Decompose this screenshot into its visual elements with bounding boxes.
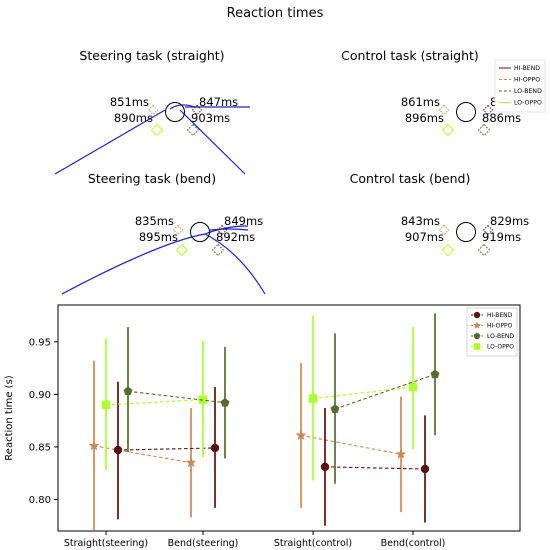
- rt-label-hi-oppo: 851ms: [110, 95, 149, 109]
- road-edge: [209, 228, 249, 231]
- lo-oppo-diamond: [441, 123, 455, 137]
- x-tick-label: Straight(control): [274, 538, 352, 549]
- rt-label-lo-oppo: 907ms: [405, 230, 444, 244]
- diagram-legend-label: HI-BEND: [514, 65, 540, 72]
- x-tick-label: Straight(steering): [64, 538, 148, 549]
- y-tick-label: 0.85: [29, 442, 51, 453]
- series-connector: [127, 390, 226, 404]
- data-point: [220, 398, 230, 407]
- chart-legend: HI-BEND HI-OPPO LO-BEND LO-OPPO: [466, 307, 518, 357]
- reaction-time-chart: 0.80 0.85 0.90 0.95 Straight(steering) Bend(…: [4, 304, 521, 549]
- series-connector: [324, 466, 426, 470]
- data-point: [123, 386, 133, 396]
- panel-title: Control task (straight): [341, 48, 479, 63]
- rt-label-hi-oppo: 843ms: [401, 214, 440, 228]
- rt-label-lo-bend: 919ms: [482, 230, 521, 244]
- road-edge: [61, 233, 206, 295]
- diagram-legend-label: HI-OPPO: [514, 77, 540, 84]
- fixation-circle: [456, 102, 476, 122]
- lo-bend-diamond: [211, 243, 225, 257]
- data-point: [185, 456, 197, 468]
- diagram-panel-4: Control task (bend) 843ms 829ms 907ms 919ms: [350, 171, 529, 257]
- data-point: [320, 462, 330, 472]
- road-edge: [179, 109, 246, 175]
- chart-legend-label: LO-BEND: [487, 333, 514, 340]
- lo-oppo-diamond: [175, 243, 189, 257]
- data-point: [308, 394, 318, 403]
- panel-title: Steering task (straight): [79, 48, 224, 63]
- diagram-panels: Steering task (straight) 851ms 847ms 890ms 9…: [54, 48, 529, 295]
- chart-legend-marker: [473, 343, 481, 350]
- fixation-circle: [190, 222, 210, 242]
- fixation-circle: [165, 102, 185, 122]
- rt-label-hi-bend: 849ms: [224, 214, 263, 228]
- rt-label-lo-oppo: 890ms: [114, 111, 153, 125]
- rt-label-hi-bend: 829ms: [490, 214, 529, 228]
- lo-bend-diamond: [186, 123, 200, 137]
- figure-title: Reaction times: [227, 6, 324, 21]
- data-point: [408, 382, 418, 392]
- diagram-panel-1: Steering task (straight) 851ms 847ms 890ms 9…: [54, 48, 250, 175]
- diagram-panel-3: Steering task (bend) 835ms 849ms 895ms 892ms: [61, 171, 266, 295]
- chart-legend-marker: [473, 311, 481, 319]
- panel-title: Steering task (bend): [88, 171, 216, 186]
- series-connector: [312, 386, 414, 400]
- data-point: [330, 404, 340, 413]
- data-point: [101, 400, 111, 410]
- panel-title: Control task (bend): [350, 171, 471, 186]
- lo-oppo-diamond: [150, 123, 164, 137]
- x-axis: Straight(steering) Bend(steering) Straight…: [64, 531, 446, 549]
- series-connector: [105, 399, 204, 406]
- chart-legend-label: HI-BEND: [487, 312, 513, 319]
- series-hi-bend: [113, 381, 430, 526]
- y-axis: 0.80 0.85 0.90 0.95: [29, 337, 58, 506]
- chart-legend-marker: [472, 321, 482, 329]
- chart-legend-marker: [473, 332, 481, 339]
- chart-legend-label: LO-OPPO: [487, 344, 514, 351]
- rt-label-lo-oppo: 896ms: [405, 111, 444, 125]
- series-connector: [300, 434, 402, 455]
- lo-bend-diamond: [477, 123, 491, 137]
- rt-label-lo-bend: 892ms: [216, 230, 255, 244]
- series-hi-oppo: [88, 360, 407, 530]
- y-tick-label: 0.90: [29, 390, 51, 401]
- diagram-legend-label: LO-OPPO: [514, 100, 542, 107]
- chart-legend-label: HI-OPPO: [487, 323, 513, 330]
- series-layer: [88, 313, 440, 530]
- y-tick-label: 0.80: [29, 495, 51, 506]
- diagram-legend-label: LO-BEND: [514, 88, 542, 95]
- data-point: [295, 429, 307, 441]
- rt-label-hi-bend: 847ms: [199, 95, 238, 109]
- data-point: [88, 440, 100, 451]
- data-point: [430, 369, 440, 379]
- plot-frame: [57, 304, 521, 532]
- rt-label-lo-bend: 886ms: [482, 111, 521, 125]
- x-tick-label: Bend(steering): [168, 538, 239, 549]
- road-edge: [54, 109, 166, 175]
- data-point: [113, 445, 123, 455]
- series-lo-bend: [123, 313, 440, 484]
- y-axis-label: Reaction time (s): [4, 375, 15, 460]
- rt-label-lo-bend: 903ms: [191, 111, 230, 125]
- series-connector: [93, 445, 192, 464]
- data-point: [420, 464, 430, 474]
- series-connector: [334, 373, 436, 410]
- series-connector: [117, 447, 216, 451]
- road-edge: [204, 233, 266, 295]
- diagram-legend: HI-BEND HI-OPPO LO-BEND LO-OPPO: [494, 59, 546, 113]
- data-point: [210, 443, 220, 453]
- road-edge: [204, 225, 249, 235]
- x-tick-label: Bend(control): [381, 538, 446, 549]
- y-tick-label: 0.95: [29, 337, 51, 348]
- rt-label-hi-oppo: 835ms: [135, 214, 174, 228]
- lo-bend-diamond: [477, 243, 491, 257]
- rt-label-lo-oppo: 895ms: [139, 230, 178, 244]
- rt-label-hi-oppo: 861ms: [401, 95, 440, 109]
- fixation-circle: [456, 222, 476, 242]
- diagram-legend-frame: [494, 59, 546, 113]
- lo-oppo-diamond: [441, 243, 455, 257]
- data-point: [395, 448, 407, 459]
